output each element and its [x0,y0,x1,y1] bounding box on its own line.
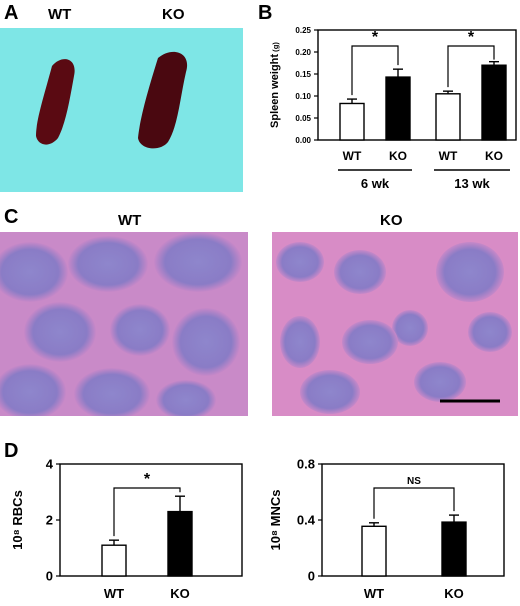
photo-background [0,28,243,192]
x-tick-label: WT [439,149,458,163]
panel-letter-c: C [4,206,19,228]
significance-label: * [372,29,379,46]
x-tick-label: KO [170,586,190,601]
bar-wt [339,102,365,141]
x-tick-label: KO [389,149,407,163]
y-tick-label: 2 [46,513,53,528]
panel-letter-b: B [258,2,273,24]
x-tick-label: WT [364,586,384,601]
rbc-chart: 0 2 4 10⁸ RBCs WT KO * [10,457,243,601]
ko-histology [272,232,518,416]
y-tick-label: 0.20 [295,48,311,57]
y-tick-label: 0.00 [295,136,311,145]
y-tick-label: 0.05 [295,114,311,123]
spleen-weight-chart: 0.00 0.05 0.10 0.15 0.20 0.25 Spleen weight (g… [269,26,517,191]
plot-frame [59,463,243,577]
x-tick-label: WT [104,586,124,601]
y-tick-label: 0.25 [295,26,311,35]
y-tick-label: 0.8 [297,457,315,472]
bar-ko [481,64,507,141]
mnc-chart: 0 0.4 0.8 10⁸ MNCs WT KO NS [268,457,505,601]
ko-spleen [138,51,188,149]
plot-frame [317,29,517,141]
y-axis-label: Spleen weight (g) [269,42,281,128]
group-label: 13 wk [454,176,490,191]
x-tick-label: WT [343,149,362,163]
panel-c-ko-label: KO [380,212,403,229]
spleen-photo [0,28,243,192]
bar-wt [361,525,387,577]
significance-label: * [144,471,151,488]
y-tick-label: 0.15 [295,70,311,79]
y-tick-label: 0 [46,569,53,584]
y-tick-label: 0 [308,569,315,584]
y-axis-label: 10⁸ RBCs [10,490,25,550]
panel-a-wt-label: WT [48,6,72,23]
y-tick-label: 0.10 [295,92,311,101]
wt-spleen [36,59,75,145]
y-tick-label: 0.4 [297,513,316,528]
significance-label: * [468,29,475,46]
significance-label: NS [407,476,421,487]
wt-histology [0,232,248,416]
group-label: 6 wk [361,176,390,191]
y-axis-unit: (g) [271,42,280,54]
bar-wt [435,93,461,141]
significance-bracket [113,487,181,537]
x-tick-label: KO [485,149,503,163]
bar-ko [441,521,467,577]
y-axis-label: 10⁸ MNCs [268,489,283,550]
panel-c-wt-label: WT [118,212,142,229]
bar-ko [385,76,411,141]
significance-bracket [351,45,399,96]
x-tick-label: KO [444,586,464,601]
panel-a-ko-label: KO [162,6,185,23]
y-tick-label: 4 [46,457,54,472]
panel-letter-d: D [4,440,19,462]
significance-bracket [447,45,495,88]
significance-bracket [373,487,455,519]
bar-ko [167,510,193,577]
panel-letter-a: A [4,2,19,24]
bar-wt [101,544,127,577]
histology-images [0,232,518,416]
